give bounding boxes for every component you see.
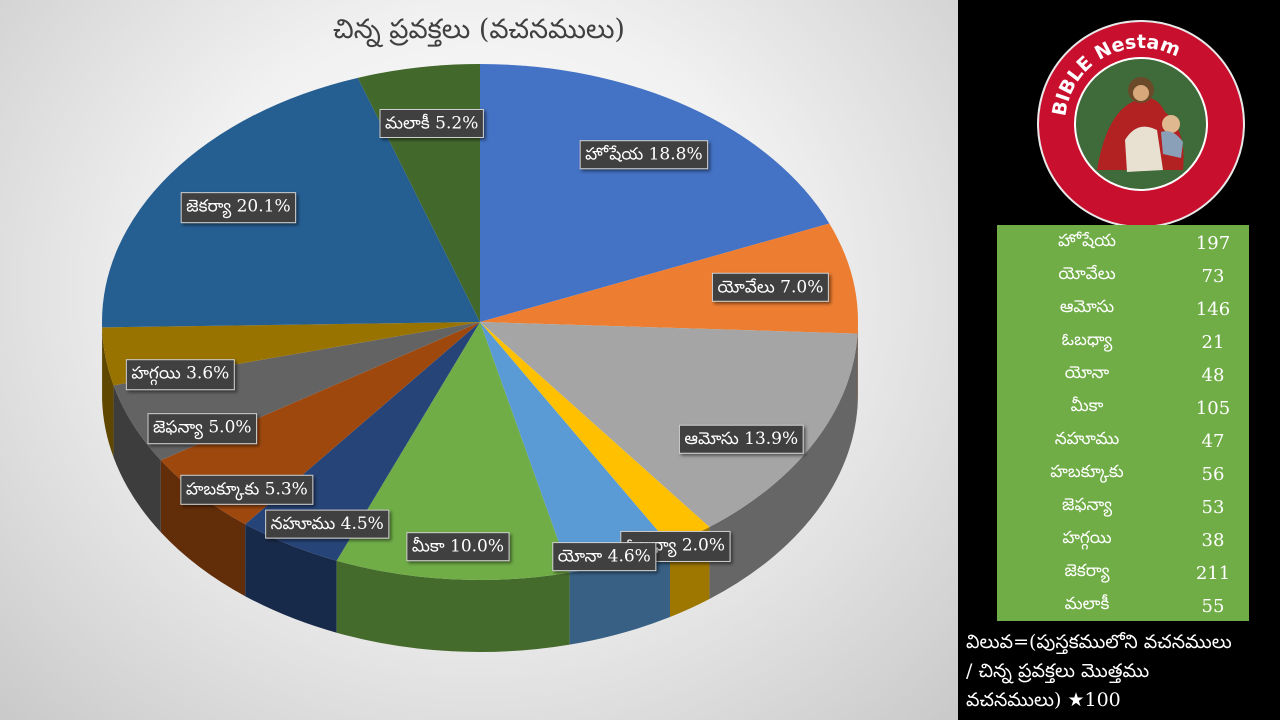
formula-line-1: విలువ=(పుస్తకములోని వచనములు <box>966 631 1232 653</box>
pie-slice-side <box>102 327 114 458</box>
table-cell-name: యోవేలు <box>1058 264 1116 284</box>
data-label: ఆమోసు 13.9% <box>678 424 804 454</box>
pie-slice <box>336 322 570 580</box>
pie-chart: హోషేయ 18.8%యోవేలు 7.0%ఆమోసు 13.9%ఓబధ్యా … <box>101 64 858 652</box>
table-cell-name: మలాకీ <box>1064 594 1110 614</box>
chart-title: చిన్న ప్రవక్తలు (వచనములు) <box>333 14 625 45</box>
table-cell-value: 48 <box>1201 365 1225 386</box>
table-cell-value: 55 <box>1201 596 1225 617</box>
table-row: యోనా 48 <box>997 357 1249 390</box>
chart-area: చిన్న ప్రవక్తలు (వచనములు) హోషేయ 18.8% యోవ… <box>0 0 958 720</box>
data-label: హగ్గయి 3.6% <box>125 359 235 391</box>
formula-line-2: / చిన్న ప్రవక్తలు మొత్తము <box>966 660 1150 682</box>
table-cell-value: 73 <box>1201 266 1225 287</box>
data-label-text: నహూము 4.5% <box>271 514 384 534</box>
bible-nestam-logo: BIBLE Nestam <box>1037 20 1245 228</box>
table-cell-value: 38 <box>1201 530 1225 551</box>
table-cell-name: యోనా <box>1064 363 1110 383</box>
table-cell-value: 21 <box>1201 332 1225 353</box>
pie-slice-side <box>113 385 161 533</box>
pie-slice-side <box>336 560 570 652</box>
data-label-text: మీకా 10.0% <box>412 537 504 557</box>
table-cell-value: 47 <box>1201 431 1225 452</box>
pie-slice-side <box>245 524 337 633</box>
table-row: హబక్కూకు 56 <box>997 456 1249 489</box>
table-cell-value: 211 <box>1195 563 1231 584</box>
data-label-text: మలాకీ 5.2% <box>385 113 478 133</box>
data-label: నహూము 4.5% <box>265 509 390 539</box>
table-cell-name: జెఫన్యా <box>1062 495 1112 515</box>
pie-slice <box>480 322 670 573</box>
pie-slice <box>480 64 830 322</box>
data-label: యోనా 4.6% <box>552 542 657 572</box>
data-label: జెకర్యా 20.1% <box>180 192 297 224</box>
data-label-text: ఆమోసు 13.9% <box>684 429 798 449</box>
data-table: హోషేయ 197 యోవేలు 73 ఆమోసు 146 ఓబధ్యా 21 యోనా 48 మీ… <box>997 225 1249 621</box>
data-label: మీకా 10.0% <box>406 532 510 562</box>
data-label: యోవేలు 7.0% <box>711 272 829 302</box>
table-row: జెఫన్యా 53 <box>997 489 1249 522</box>
table-row: హోషేయ 197 <box>997 225 1249 258</box>
table-cell-name: మీకా <box>1070 396 1104 416</box>
table-cell-value: 197 <box>1195 233 1231 254</box>
formula-line-3: వచనములు) ★100 <box>966 689 1121 711</box>
formula-text: విలువ=(పుస్తకములోని వచనములు / చిన్న ప్రవ… <box>966 628 1276 715</box>
pie-slice <box>480 322 858 528</box>
table-row: ఆమోసు 146 <box>997 291 1249 324</box>
table-cell-value: 105 <box>1195 398 1231 419</box>
table-cell-name: ఓబధ్యా <box>1061 330 1113 350</box>
pie-slice <box>480 223 858 334</box>
data-label-text: జెకర్యా 20.1% <box>186 197 290 219</box>
table-cell-name: హోషేయ <box>1057 231 1117 251</box>
data-label-text: యోనా 4.6% <box>558 547 651 567</box>
pie-tops <box>101 64 858 580</box>
table-cell-name: హగ్గయి <box>1062 528 1112 548</box>
data-label-text: హబక్కూకు 5.3% <box>186 479 308 500</box>
table-row: హగ్గయి 38 <box>997 522 1249 555</box>
table-row: జెకర్యా 211 <box>997 555 1249 588</box>
data-label-text: హోషేయ 18.8% <box>585 145 702 165</box>
data-label: హబక్కూకు 5.3% <box>180 474 314 505</box>
table-cell-value: 56 <box>1201 464 1225 485</box>
table-cell-name: హబక్కూకు <box>1050 462 1124 482</box>
table-row: నహూము 47 <box>997 423 1249 456</box>
table-cell-name: జెకర్యా <box>1064 561 1110 581</box>
table-cell-value: 146 <box>1195 299 1231 320</box>
table-cell-name: ఆమోసు <box>1059 297 1115 317</box>
table-row: మీకా 105 <box>997 390 1249 423</box>
table-row: యోవేలు 73 <box>997 258 1249 291</box>
pie-slice <box>160 322 480 525</box>
table-row: మలాకీ 55 <box>997 588 1249 621</box>
data-label: మలాకీ 5.2% <box>379 108 484 138</box>
pie-slice <box>480 322 710 546</box>
table-cell-name: నహూము <box>1054 429 1120 449</box>
table-row: ఓబధ్యా 21 <box>997 324 1249 357</box>
table-cell-value: 53 <box>1201 497 1225 518</box>
pie-slice-side <box>709 333 858 600</box>
data-label-text: హగ్గయి 3.6% <box>131 364 229 386</box>
data-label-text: జెఫన్యా 5.0% <box>153 418 252 440</box>
pie-labels: హోషేయ 18.8%యోవేలు 7.0%ఆమోసు 13.9%ఓబధ్యా … <box>125 108 829 572</box>
data-label: హోషేయ 18.8% <box>579 140 709 170</box>
data-label-text: యోవేలు 7.0% <box>717 277 823 297</box>
data-label: జెఫన్యా 5.0% <box>147 413 258 445</box>
